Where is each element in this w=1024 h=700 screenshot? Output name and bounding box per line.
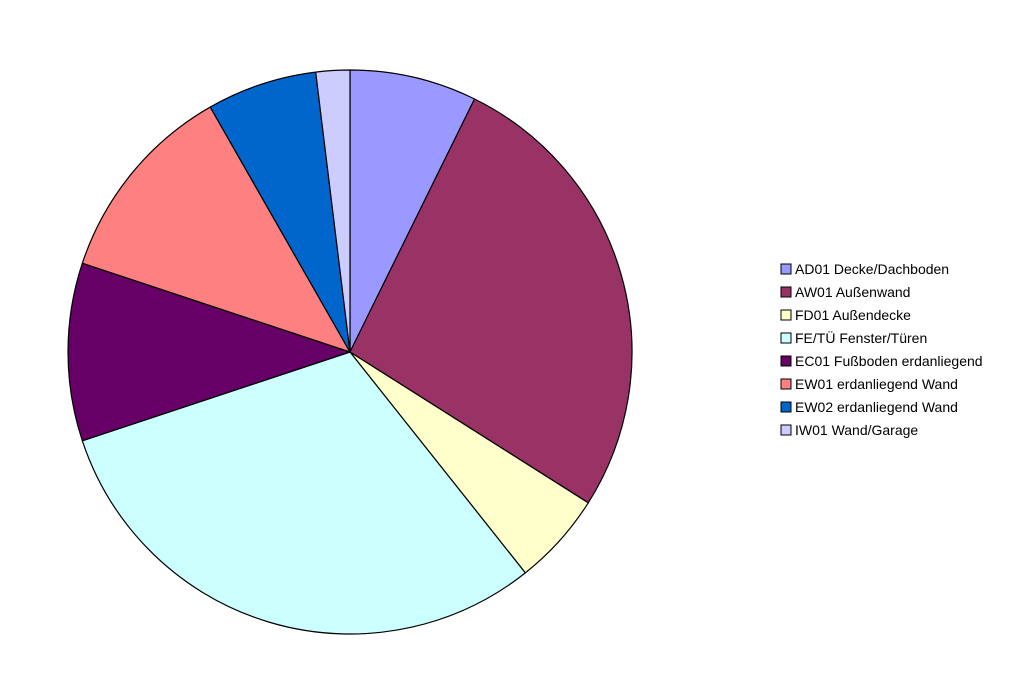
pie-slice-3 [81, 351, 526, 635]
legend-swatch-0 [780, 263, 792, 275]
pie-slice-1 [349, 98, 633, 504]
legend-swatch-7 [780, 424, 792, 436]
legend-label-6: EW02 erdanliegend Wand [795, 399, 958, 415]
legend-label-2: FD01 Außendecke [795, 307, 911, 323]
legend-label-4: EC01 Fußboden erdanliegend [795, 353, 983, 369]
legend-label-1: AW01 Außenwand [795, 284, 910, 300]
pie-slice-0 [349, 69, 476, 353]
legend-swatch-2 [780, 309, 792, 321]
legend-label-3: FE/TÜ Fenster/Türen [795, 329, 927, 346]
legend-swatch-5 [780, 378, 792, 390]
chart-legend: AD01 Decke/Dachboden AW01 Außenwand FD01 A… [780, 261, 983, 438]
pie-slice-7 [315, 69, 351, 353]
legend-label-0: AD01 Decke/Dachboden [795, 261, 949, 277]
pie-slices [67, 69, 633, 635]
legend-label-5: EW01 erdanliegend Wand [795, 376, 958, 392]
legend-swatch-4 [780, 355, 792, 367]
legend-label-7: IW01 Wand/Garage [795, 422, 918, 438]
pie-slice-4 [67, 262, 351, 442]
legend-swatch-3 [780, 332, 792, 344]
pie-slice-5 [81, 106, 351, 353]
legend-swatch-6 [780, 401, 792, 413]
legend-swatch-1 [780, 286, 792, 298]
